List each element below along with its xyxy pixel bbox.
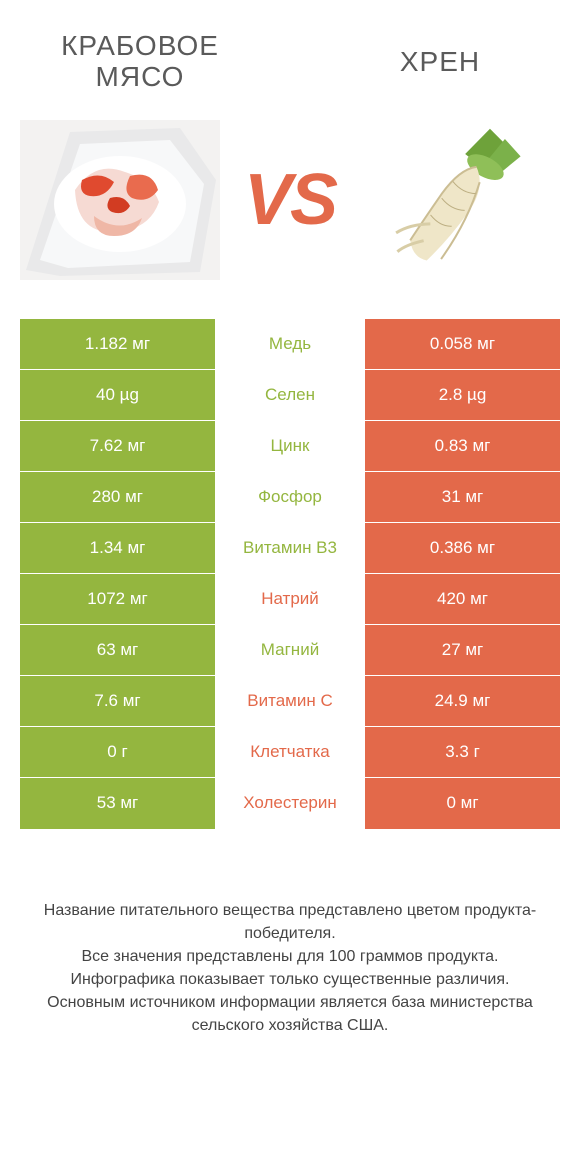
footer-note: Название питательного вещества представл… xyxy=(20,899,560,1058)
table-row: 1.34 мгВитамин B30.386 мг xyxy=(20,523,560,574)
table-row: 53 мгХолестерин0 мг xyxy=(20,778,560,829)
nutrient-name: Витамин B3 xyxy=(215,523,365,574)
left-value: 1.34 мг xyxy=(20,523,215,574)
left-value: 1.182 мг xyxy=(20,319,215,370)
table-row: 63 мгМагний27 мг xyxy=(20,625,560,676)
right-value: 2.8 µg xyxy=(365,370,560,421)
table-row: 1.182 мгМедь0.058 мг xyxy=(20,319,560,370)
left-product-title: КРАБОВОЕ МЯСО xyxy=(20,31,260,93)
table-row: 7.62 мгЦинк0.83 мг xyxy=(20,421,560,472)
footer-line: Инфографика показывает только существенн… xyxy=(28,968,552,991)
right-value: 27 мг xyxy=(365,625,560,676)
left-value: 280 мг xyxy=(20,472,215,523)
nutrient-name: Фосфор xyxy=(215,472,365,523)
nutrient-name: Холестерин xyxy=(215,778,365,829)
left-value: 7.62 мг xyxy=(20,421,215,472)
right-value: 0.386 мг xyxy=(365,523,560,574)
left-value: 63 мг xyxy=(20,625,215,676)
right-value: 31 мг xyxy=(365,472,560,523)
table-row: 280 мгФосфор31 мг xyxy=(20,472,560,523)
right-value: 420 мг xyxy=(365,574,560,625)
right-value: 24.9 мг xyxy=(365,676,560,727)
nutrient-name: Цинк xyxy=(215,421,365,472)
right-value: 3.3 г xyxy=(365,727,560,778)
table-row: 7.6 мгВитамин C24.9 мг xyxy=(20,676,560,727)
table-row: 1072 мгНатрий420 мг xyxy=(20,574,560,625)
left-value: 7.6 мг xyxy=(20,676,215,727)
title-row: КРАБОВОЕ МЯСО ХРЕН xyxy=(20,20,560,104)
comparison-table: 1.182 мгМедь0.058 мг40 µgСелен2.8 µg7.62… xyxy=(20,318,560,829)
left-value: 40 µg xyxy=(20,370,215,421)
right-product-title: ХРЕН xyxy=(320,47,560,78)
table-row: 0 гКлетчатка3.3 г xyxy=(20,727,560,778)
nutrient-name: Клетчатка xyxy=(215,727,365,778)
left-value: 1072 мг xyxy=(20,574,215,625)
images-row: VS xyxy=(20,110,560,290)
footer-line: Все значения представлены для 100 граммо… xyxy=(28,945,552,968)
horseradish-icon xyxy=(360,115,560,285)
right-value: 0 мг xyxy=(365,778,560,829)
nutrient-name: Витамин C xyxy=(215,676,365,727)
crab-meat-icon xyxy=(20,115,220,285)
left-value: 53 мг xyxy=(20,778,215,829)
footer-line: Название питательного вещества представл… xyxy=(28,899,552,945)
right-value: 0.058 мг xyxy=(365,319,560,370)
right-value: 0.83 мг xyxy=(365,421,560,472)
nutrient-name: Селен xyxy=(215,370,365,421)
table-row: 40 µgСелен2.8 µg xyxy=(20,370,560,421)
nutrient-name: Натрий xyxy=(215,574,365,625)
nutrient-name: Медь xyxy=(215,319,365,370)
left-value: 0 г xyxy=(20,727,215,778)
vs-label: VS xyxy=(220,159,360,241)
nutrient-name: Магний xyxy=(215,625,365,676)
footer-line: Основным источником информации является … xyxy=(28,991,552,1037)
